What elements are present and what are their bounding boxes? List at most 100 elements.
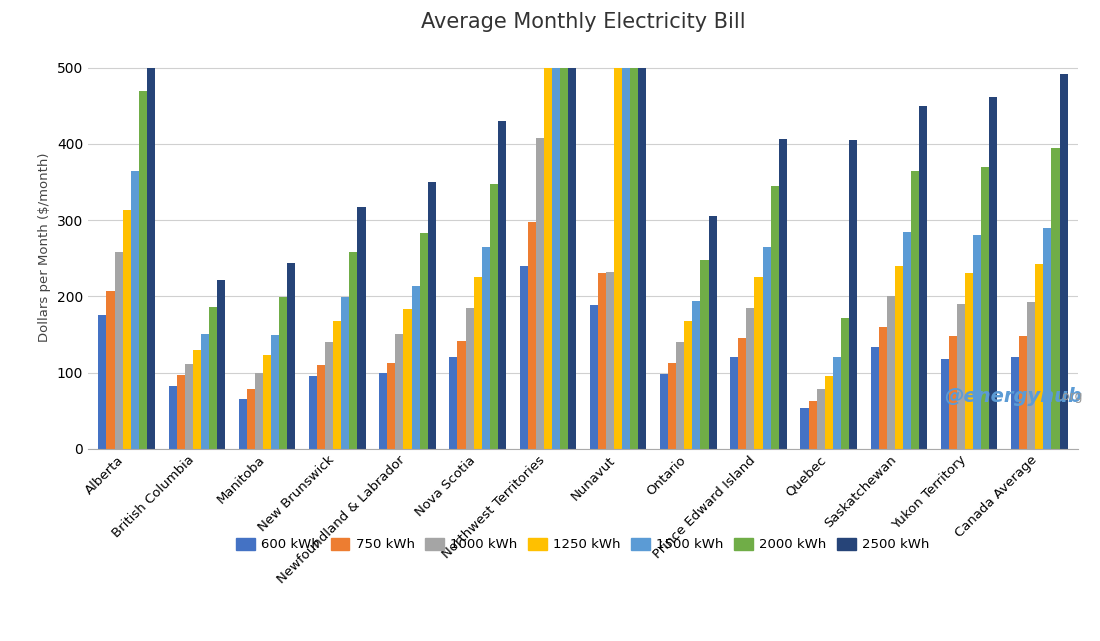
Bar [981, 167, 989, 449]
Bar [192, 349, 201, 449]
Bar [326, 342, 333, 449]
Bar [808, 401, 816, 449]
Bar [623, 68, 630, 449]
Bar [1059, 74, 1068, 449]
Bar [246, 389, 255, 449]
Bar [560, 68, 568, 449]
Bar [801, 408, 808, 449]
Bar [614, 68, 623, 449]
Bar [668, 363, 676, 449]
Bar [762, 247, 771, 449]
Bar [350, 252, 358, 449]
Bar [450, 357, 458, 449]
Bar [395, 335, 404, 449]
Bar [1035, 263, 1044, 449]
Bar [598, 274, 606, 449]
Bar [263, 355, 271, 449]
Bar [701, 260, 708, 449]
Bar [568, 68, 576, 449]
Bar [536, 138, 543, 449]
Bar [379, 372, 387, 449]
Bar [895, 266, 903, 449]
Legend: 600 kWh, 750 kWh, 1000 kWh, 1250 kWh, 1500 kWh, 2000 kWh, 2500 kWh: 600 kWh, 750 kWh, 1000 kWh, 1250 kWh, 15… [232, 534, 934, 555]
Bar [825, 376, 833, 449]
Bar [590, 306, 598, 449]
Bar [552, 68, 560, 449]
Bar [131, 171, 139, 449]
Text: @energyhub: @energyhub [944, 387, 1082, 406]
Bar [660, 374, 668, 449]
Bar [606, 272, 614, 449]
Bar [771, 186, 779, 449]
Bar [738, 338, 747, 449]
Title: Average Monthly Electricity Bill: Average Monthly Electricity Bill [420, 12, 746, 32]
Bar [217, 280, 226, 449]
Bar [387, 363, 395, 449]
Bar [779, 138, 786, 449]
Bar [411, 286, 419, 449]
Bar [879, 327, 887, 449]
Bar [911, 171, 920, 449]
Bar [139, 90, 146, 449]
Bar [185, 364, 192, 449]
Bar [840, 318, 849, 449]
Bar [474, 278, 482, 449]
Bar [747, 308, 755, 449]
Bar [333, 320, 341, 449]
Bar [168, 387, 177, 449]
Bar [279, 297, 287, 449]
Bar [419, 233, 428, 449]
Y-axis label: Dollars per Month ($/month): Dollars per Month ($/month) [39, 152, 52, 342]
Bar [903, 231, 911, 449]
Bar [1027, 302, 1035, 449]
Bar [887, 296, 895, 449]
Bar [107, 291, 114, 449]
Bar [1044, 228, 1052, 449]
Bar [317, 365, 326, 449]
Bar [833, 357, 840, 449]
Text: .org: .org [1058, 390, 1082, 403]
Bar [528, 222, 536, 449]
Bar [1020, 336, 1027, 449]
Bar [341, 297, 350, 449]
Bar [730, 357, 738, 449]
Bar [309, 376, 317, 449]
Bar [989, 97, 998, 449]
Bar [638, 68, 647, 449]
Bar [498, 121, 506, 449]
Bar [490, 183, 498, 449]
Bar [146, 68, 155, 449]
Bar [543, 68, 552, 449]
Bar [122, 210, 131, 449]
Bar [465, 308, 474, 449]
Bar [209, 307, 217, 449]
Bar [1052, 149, 1059, 449]
Bar [755, 278, 762, 449]
Bar [708, 216, 716, 449]
Bar [957, 304, 965, 449]
Bar [871, 347, 879, 449]
Bar [458, 340, 465, 449]
Bar [849, 140, 857, 449]
Bar [684, 320, 692, 449]
Bar [177, 375, 185, 449]
Bar [920, 106, 927, 449]
Bar [239, 399, 246, 449]
Bar [271, 335, 279, 449]
Bar [676, 342, 684, 449]
Bar [404, 309, 411, 449]
Bar [630, 68, 638, 449]
Bar [358, 207, 365, 449]
Bar [98, 315, 107, 449]
Bar [519, 266, 528, 449]
Bar [201, 334, 209, 449]
Bar [816, 389, 825, 449]
Bar [482, 247, 490, 449]
Bar [940, 359, 949, 449]
Bar [965, 274, 974, 449]
Bar [255, 372, 263, 449]
Bar [974, 235, 981, 449]
Bar [949, 336, 957, 449]
Bar [692, 301, 701, 449]
Bar [428, 182, 436, 449]
